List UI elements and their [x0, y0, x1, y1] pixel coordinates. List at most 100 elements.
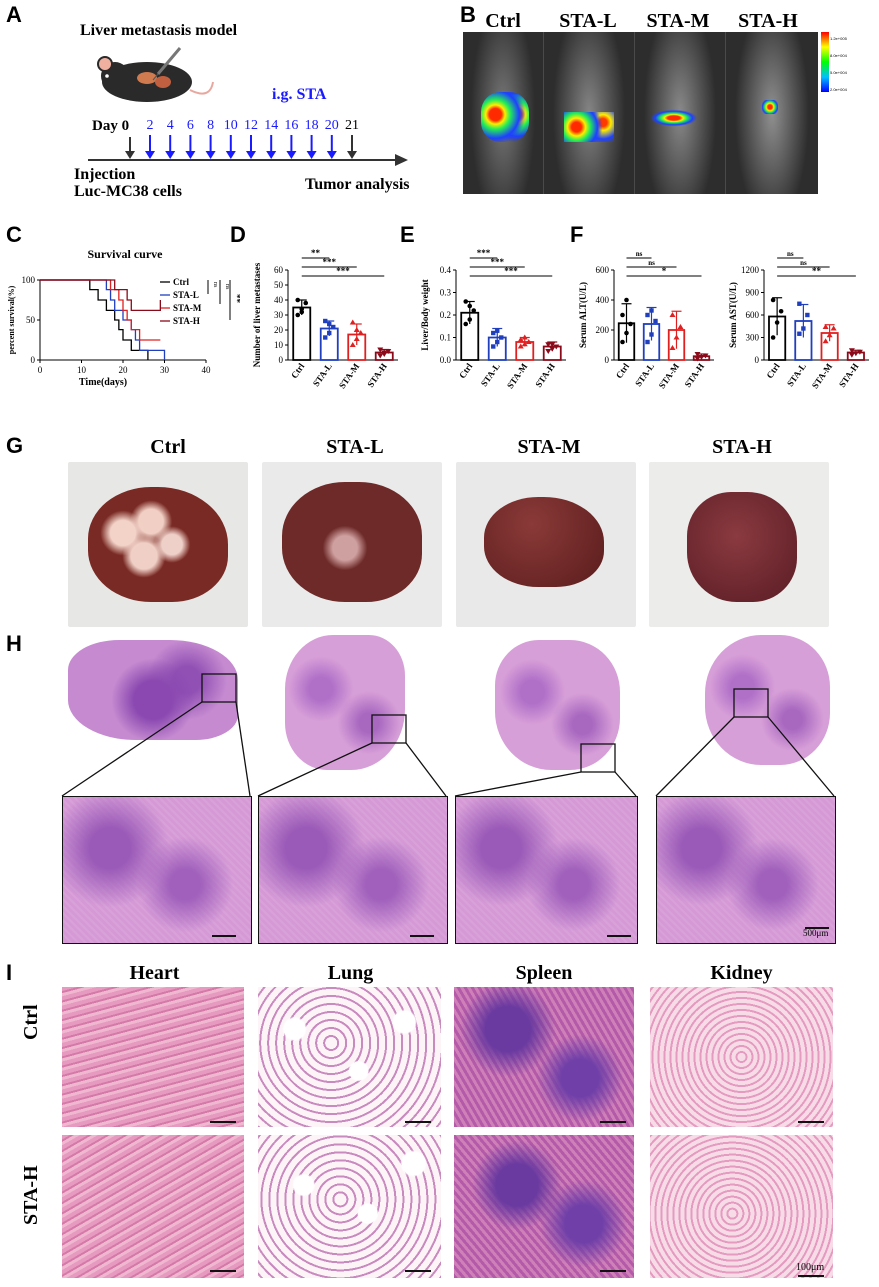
sig-label: ns: [636, 250, 643, 258]
he-zoom-stah: [656, 796, 836, 944]
data-point: [673, 334, 680, 340]
data-point: [649, 308, 654, 313]
sig-label: ***: [504, 266, 518, 276]
legend-label: STA-L: [173, 290, 199, 300]
data-point: [770, 297, 776, 303]
data-point: [327, 321, 332, 327]
x-tick-label: STA-M: [337, 361, 362, 390]
cells-label: Luc-MC38 cells: [74, 183, 182, 200]
data-point: [349, 342, 356, 347]
x-tick-label: 0: [38, 365, 43, 375]
legend-label: Ctrl: [173, 277, 189, 287]
data-point: [323, 318, 328, 324]
mouse-ivis-ctrl: [463, 32, 543, 194]
data-point: [649, 332, 654, 337]
data-point: [694, 352, 701, 357]
treat-arrow-head: [246, 151, 256, 159]
y-axis-label: Liver/Body weight: [420, 279, 430, 350]
he-zoom-stal: [258, 796, 448, 944]
histology-heart-stah: [62, 1135, 244, 1278]
mouse-ivis-stah: [726, 32, 818, 194]
data-point: [525, 339, 532, 344]
b-head-ctrl: Ctrl: [485, 10, 521, 32]
day-tick-label: 6: [187, 118, 194, 133]
panel-label-g: G: [6, 433, 24, 458]
he-section-stam: [495, 640, 620, 770]
i-head-lung: Lung: [327, 962, 374, 984]
i-head-kidney: Kidney: [710, 962, 773, 984]
treat-arrow-head: [266, 151, 277, 159]
he-section-ctrl: [68, 640, 238, 740]
y-tick-label: 0: [605, 355, 610, 365]
day-tick-label: 10: [224, 118, 238, 133]
data-point: [624, 330, 629, 336]
sig-label: ***: [477, 248, 491, 258]
legend-label: STA-M: [173, 303, 202, 313]
data-point: [491, 330, 496, 336]
y-tick-label: 0.0: [440, 355, 452, 365]
scale-tick: 8.0e+004: [830, 53, 847, 58]
data-point: [327, 330, 332, 336]
treat-arrow-head: [165, 151, 176, 159]
scale-tick: 5.0e+004: [830, 70, 847, 75]
data-point: [303, 300, 309, 306]
x-tick-label: Ctrl: [614, 361, 632, 380]
survival-line-ctrl: [40, 279, 149, 360]
data-point: [499, 335, 504, 340]
scale-bar: [798, 1121, 824, 1123]
x-tick-label: 10: [77, 365, 87, 375]
data-point: [331, 324, 336, 330]
y-tick-label: 100: [22, 275, 36, 285]
scale-bar: [805, 927, 829, 929]
y-tick-label: 60: [274, 265, 284, 275]
y-tick-label: 600: [596, 265, 610, 275]
y-tick-label: 0: [31, 355, 36, 365]
data-point: [385, 349, 392, 354]
arrow-day0-head: [125, 151, 135, 159]
x-tick-label: STA-H: [365, 361, 389, 389]
data-point: [349, 319, 356, 325]
scale-bar: [607, 935, 631, 937]
data-point: [521, 341, 528, 347]
data-point: [645, 339, 650, 345]
y-tick-label: 300: [746, 333, 760, 343]
sig-label: **: [232, 294, 240, 304]
scale-bar: [210, 1121, 236, 1123]
data-point: [669, 312, 676, 317]
day-end-label: 21: [345, 118, 359, 133]
b-head-stam: STA-M: [646, 10, 710, 32]
x-tick-label: 30: [160, 365, 170, 375]
data-point: [299, 309, 305, 315]
data-point: [677, 324, 684, 329]
y-axis-label: Serum AST(U/L): [728, 282, 738, 348]
day-tick-label: 20: [325, 118, 339, 133]
survival-line-sta-l: [40, 279, 166, 360]
day-tick-label: 8: [207, 118, 214, 133]
x-tick-label: Ctrl: [289, 361, 307, 380]
panel-label-a: A: [6, 2, 22, 27]
sig-label: ns: [212, 282, 218, 288]
data-point: [377, 353, 384, 359]
data-point: [778, 308, 784, 314]
x-tick-label: Ctrl: [457, 361, 475, 380]
panel-label-b: B: [460, 2, 476, 27]
day-tick-label: 2: [147, 118, 154, 133]
data-point: [357, 330, 364, 335]
mouse-ivis-stam: [635, 32, 725, 194]
y-tick-label: 200: [596, 325, 610, 335]
mouse-illustration: [97, 47, 214, 102]
data-point: [805, 312, 810, 318]
data-point: [381, 350, 388, 356]
data-point: [467, 317, 473, 322]
data-point: [797, 331, 802, 336]
data-point: [521, 334, 528, 340]
scale-label-100: 100μm: [796, 1262, 825, 1273]
liver-photo-stal: [262, 462, 442, 627]
sig-label: ***: [323, 257, 337, 267]
y-tick-label: 0.3: [440, 288, 452, 298]
sig-label: ***: [336, 266, 350, 276]
histology-spleen-stah: [454, 1135, 634, 1278]
data-point: [822, 338, 829, 344]
data-point: [463, 321, 469, 327]
